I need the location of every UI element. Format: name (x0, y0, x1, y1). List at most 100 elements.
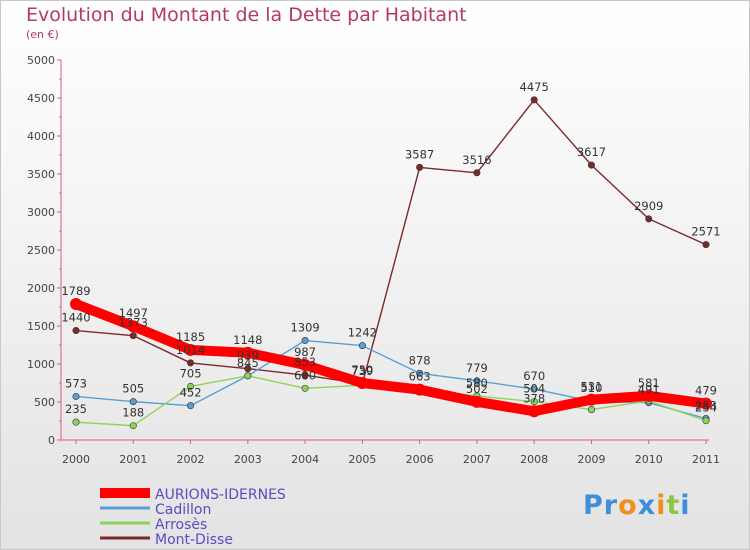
x-tick-label: 2003 (234, 453, 262, 466)
data-point (358, 342, 366, 350)
x-tick-label: 2008 (520, 453, 548, 466)
x-tick-label: 2005 (348, 453, 376, 466)
data-point (702, 241, 710, 249)
x-tick-label: 2004 (291, 453, 319, 466)
data-point (530, 96, 538, 104)
data-point (187, 359, 195, 367)
data-label: 845 (237, 356, 259, 370)
x-tick-label: 2006 (406, 453, 434, 466)
y-tick-label: 2000 (27, 282, 55, 295)
data-point (241, 346, 254, 359)
data-label: 504 (523, 382, 545, 396)
data-label: 254 (695, 401, 717, 415)
data-label: 3617 (577, 145, 606, 159)
data-label: 479 (695, 384, 717, 398)
data-label: 750 (351, 363, 373, 377)
data-point (700, 397, 712, 410)
data-point (470, 395, 483, 408)
data-point (301, 337, 309, 345)
data-point (70, 298, 82, 311)
data-label: 670 (523, 369, 545, 383)
y-tick-label: 0 (48, 434, 55, 447)
series-line-3 (75, 99, 707, 385)
data-label: 573 (65, 376, 87, 390)
y-tick-label: 4500 (27, 92, 55, 105)
data-label: 1148 (233, 333, 262, 347)
data-label: 3516 (462, 153, 491, 167)
legend-label: Arrosès (155, 517, 207, 533)
y-tick-label: 1500 (27, 320, 55, 333)
data-point (299, 358, 312, 371)
x-tick-label: 2002 (177, 453, 205, 466)
data-point (530, 398, 538, 406)
data-point (127, 320, 140, 333)
data-label: 1440 (61, 311, 90, 325)
data-point (244, 365, 252, 373)
data-point (72, 392, 80, 400)
data-point (129, 422, 137, 430)
data-label: 987 (294, 345, 316, 359)
y-tick-label: 1000 (27, 358, 55, 371)
data-point (702, 417, 710, 425)
data-point (301, 384, 309, 392)
data-label: 491 (638, 383, 660, 397)
data-point (645, 215, 653, 223)
data-point (129, 398, 137, 406)
data-point (587, 406, 595, 414)
data-label: 853 (294, 355, 316, 369)
data-label: 739 (351, 364, 373, 378)
data-label: 580 (466, 376, 488, 390)
data-point (129, 332, 137, 340)
legend-label: Mont-Disse (155, 532, 233, 548)
data-label: 188 (122, 406, 144, 420)
data-point (413, 383, 426, 396)
data-label: 1185 (176, 330, 205, 344)
data-point (528, 405, 541, 418)
data-point (416, 163, 424, 171)
y-tick-label: 3000 (27, 206, 55, 219)
data-label: 663 (409, 370, 431, 384)
x-tick-label: 2007 (463, 453, 491, 466)
series-line-0 (71, 299, 711, 417)
data-label: 452 (180, 386, 202, 400)
data-label: 581 (638, 376, 660, 390)
data-label: 1309 (290, 321, 319, 335)
data-label: 1497 (119, 306, 148, 320)
data-label: 4475 (520, 80, 549, 94)
chart-title: Evolution du Montant de la Dette par Hab… (26, 4, 467, 26)
data-label: 235 (65, 402, 87, 416)
chart-subtitle: (en €) (26, 28, 59, 41)
y-tick-label: 500 (34, 396, 55, 409)
x-tick-label: 2000 (62, 453, 90, 466)
x-tick-label: 2011 (692, 453, 720, 466)
legend-label: AURIONS-IDERNES (155, 487, 286, 503)
x-tick-label: 2001 (119, 453, 147, 466)
data-point (184, 343, 197, 356)
data-label: 283 (695, 398, 717, 412)
data-label: 2571 (691, 225, 720, 239)
data-label: 1789 (61, 284, 90, 298)
data-label: 878 (409, 353, 431, 367)
data-point (473, 377, 481, 385)
data-point (530, 385, 538, 393)
y-tick-label: 3500 (27, 168, 55, 181)
y-tick-label: 5000 (27, 54, 55, 67)
data-label: 680 (294, 368, 316, 382)
data-point (587, 161, 595, 169)
data-label: 510 (580, 381, 602, 395)
data-point (416, 369, 424, 377)
data-label: 378 (523, 391, 545, 405)
data-point (642, 389, 655, 402)
data-label: 505 (122, 382, 144, 396)
y-tick-label: 2500 (27, 244, 55, 257)
data-label: 3587 (405, 147, 434, 161)
data-label: 705 (180, 366, 202, 380)
x-tick-label: 2009 (577, 453, 605, 466)
data-point (187, 402, 195, 410)
data-point (301, 371, 309, 379)
data-label: 1014 (176, 343, 205, 357)
data-point (473, 169, 481, 177)
data-label: 1242 (348, 326, 377, 340)
